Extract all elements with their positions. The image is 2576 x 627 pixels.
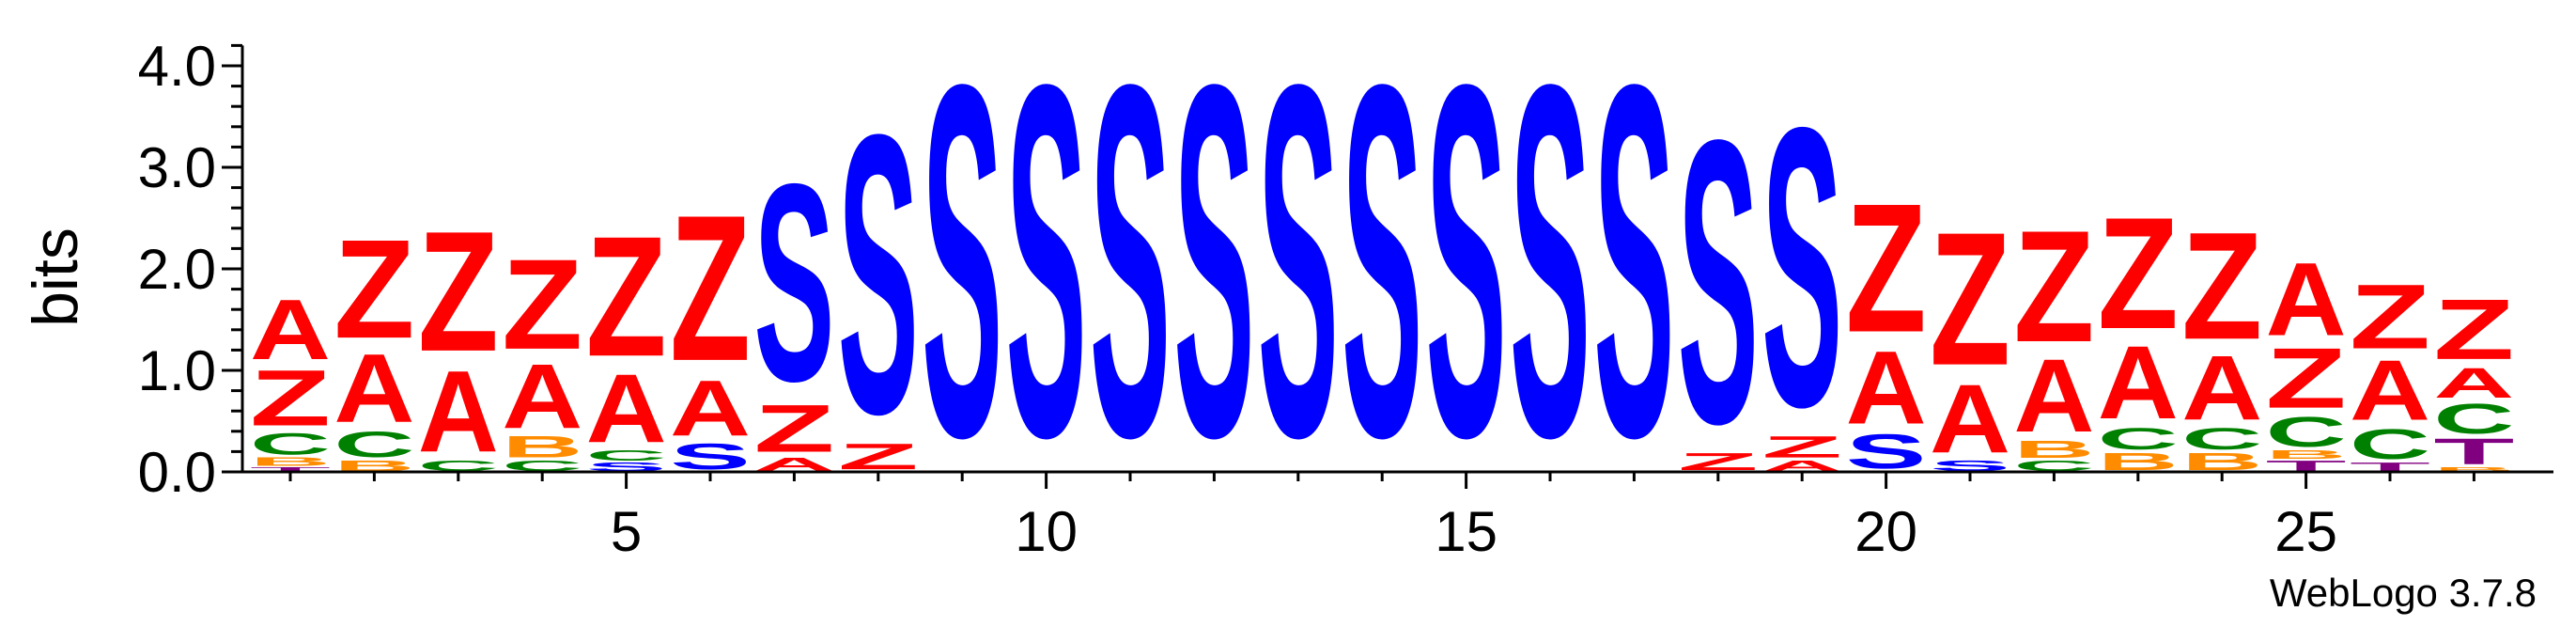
- x-tick-label: 20: [1854, 500, 1917, 563]
- logo-glyph-a: A: [502, 345, 582, 447]
- logo-glyph-a: A: [1761, 458, 1842, 474]
- logo-glyph-c: C: [334, 424, 414, 465]
- logo-glyph-z: Z: [2098, 185, 2179, 363]
- logo-glyph-z: Z: [334, 210, 414, 368]
- logo-glyph-s: S: [1426, 0, 1507, 541]
- x-tick-label: 5: [611, 500, 642, 563]
- weblogo-version-label: WebLogo 3.7.8: [2270, 571, 2537, 615]
- logo-glyph-a: A: [753, 454, 834, 475]
- logo-glyph-z: Z: [838, 436, 919, 478]
- logo-glyph-t: T: [2433, 431, 2514, 472]
- logo-glyph-b: B: [334, 458, 414, 474]
- y-tick-label: 2.0: [138, 238, 216, 301]
- logo-glyph-c: C: [2266, 408, 2347, 456]
- logo-glyph-b: B: [502, 431, 582, 464]
- x-tick-label: 15: [1435, 500, 1497, 563]
- logo-glyph-c: C: [2098, 422, 2179, 456]
- logo-glyph-z: Z: [2350, 265, 2430, 368]
- logo-glyph-c: C: [586, 447, 667, 463]
- logo-glyph-b: B: [2433, 466, 2514, 473]
- y-tick-label: 4.0: [138, 35, 216, 98]
- logo-glyph-s: S: [1678, 57, 1759, 509]
- logo-glyph-a: A: [670, 363, 751, 452]
- logo-glyph-a: A: [2433, 359, 2514, 407]
- y-tick-label: 0.0: [138, 441, 216, 504]
- logo-glyph-b: B: [2266, 447, 2347, 462]
- logo-glyph-s: S: [1173, 0, 1254, 541]
- logo-glyph-s: S: [1930, 458, 2010, 474]
- y-tick-label: 3.0: [138, 136, 216, 199]
- y-axis-label: bits: [20, 227, 91, 327]
- logo-glyph-c: C: [2433, 395, 2514, 443]
- logo-glyph-t: T: [2266, 458, 2347, 474]
- logo-glyph-a: A: [2013, 338, 2094, 454]
- logo-glyph-s: S: [1090, 0, 1171, 541]
- logo-glyph-a: A: [2350, 343, 2430, 438]
- logo-glyph-z: Z: [250, 353, 331, 443]
- x-tick-label: 25: [2274, 500, 2337, 563]
- logo-glyph-z: Z: [2433, 282, 2514, 378]
- logo-glyph-z: Z: [502, 233, 582, 377]
- logo-glyph-s: S: [922, 0, 1002, 541]
- logo-glyph-s: S: [1342, 0, 1422, 541]
- logo-glyph-c: C: [418, 458, 499, 474]
- logo-glyph-a: A: [2098, 325, 2179, 441]
- logo-glyph-s: S: [753, 125, 834, 440]
- logo-glyph-s: S: [1761, 46, 1842, 490]
- logo-glyph-a: A: [586, 353, 667, 462]
- logo-glyph-c: C: [2350, 420, 2430, 468]
- logo-glyph-s: S: [1593, 0, 1674, 541]
- logo-glyph-s: S: [1510, 0, 1591, 541]
- logo-glyph-z: Z: [418, 196, 499, 387]
- logo-glyph-s: S: [670, 436, 751, 477]
- logo-glyph-z: Z: [586, 201, 667, 393]
- logo-glyph-b: B: [250, 455, 331, 469]
- logo-glyph-b: B: [2013, 436, 2094, 463]
- logo-glyph-a: A: [250, 282, 331, 377]
- logo-glyph-s: S: [1006, 0, 1087, 541]
- x-tick-label: 10: [1015, 500, 1078, 563]
- logo-glyph-c: C: [502, 458, 582, 474]
- logo-glyph-z: Z: [1846, 166, 1927, 371]
- logo-glyph-a: A: [1930, 364, 2010, 473]
- logo-glyph-t: T: [2350, 460, 2430, 473]
- y-tick-label: 1.0: [138, 339, 216, 402]
- logo-glyph-c: C: [250, 427, 331, 461]
- axis-layer: 0.0 1.0 2.0 3.0 4.0 5 10 15 20 25: [138, 35, 2553, 563]
- logo-glyph-z: Z: [753, 391, 834, 466]
- logo-glyph-a: A: [334, 334, 414, 443]
- logo-glyph-c: C: [2181, 422, 2262, 456]
- logo-glyph-z: Z: [2181, 201, 2262, 372]
- logo-glyph-z: Z: [1761, 430, 1842, 463]
- logo-glyph-s: S: [1258, 0, 1339, 541]
- logo-glyph-a: A: [1846, 330, 1927, 446]
- logo-glyph-s: S: [1846, 424, 1927, 478]
- logo-glyph-a: A: [418, 346, 499, 477]
- logo-glyph-z: Z: [2013, 198, 2094, 376]
- logo-glyph-s: S: [586, 460, 667, 474]
- logo-glyph-a: A: [2181, 337, 2262, 439]
- logo-glyph-s: S: [838, 54, 919, 497]
- logo-glyph-z: Z: [670, 173, 751, 405]
- logo-glyph-a: A: [2266, 242, 2347, 357]
- logo-glyph-z: Z: [2266, 331, 2347, 427]
- logo-glyph-z: Z: [1930, 192, 2010, 404]
- logo-glyph-c: C: [2013, 458, 2094, 474]
- logo-glyph-t: T: [250, 466, 331, 473]
